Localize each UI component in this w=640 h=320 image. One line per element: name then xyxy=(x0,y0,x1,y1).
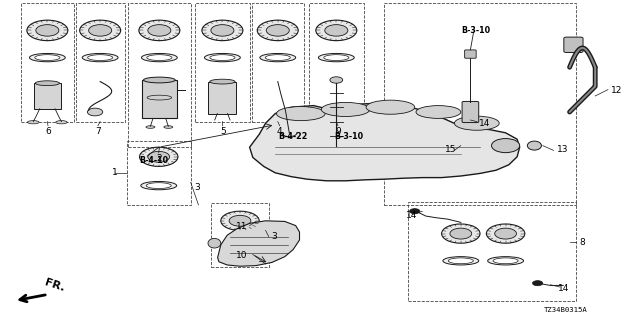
Ellipse shape xyxy=(164,126,173,128)
Ellipse shape xyxy=(260,53,296,62)
Text: FR.: FR. xyxy=(44,277,66,293)
Circle shape xyxy=(442,224,480,243)
Circle shape xyxy=(148,25,171,36)
Text: 9: 9 xyxy=(335,127,340,136)
Polygon shape xyxy=(209,82,237,114)
Circle shape xyxy=(221,211,259,230)
Circle shape xyxy=(202,20,243,41)
Circle shape xyxy=(229,215,251,226)
Text: B-3-10: B-3-10 xyxy=(334,132,364,141)
Text: 12: 12 xyxy=(611,86,623,95)
Ellipse shape xyxy=(147,55,172,60)
Circle shape xyxy=(450,228,472,239)
Polygon shape xyxy=(142,80,177,118)
Text: 2: 2 xyxy=(156,154,161,163)
Ellipse shape xyxy=(284,137,294,144)
Ellipse shape xyxy=(82,53,118,62)
Polygon shape xyxy=(218,221,300,266)
Ellipse shape xyxy=(443,257,479,265)
Ellipse shape xyxy=(454,116,499,130)
FancyBboxPatch shape xyxy=(462,101,479,123)
Ellipse shape xyxy=(222,243,258,251)
Polygon shape xyxy=(250,103,520,181)
Circle shape xyxy=(140,147,178,166)
FancyBboxPatch shape xyxy=(564,37,583,52)
Ellipse shape xyxy=(227,244,253,250)
Ellipse shape xyxy=(210,55,235,60)
Ellipse shape xyxy=(143,77,175,83)
Circle shape xyxy=(211,25,234,36)
Circle shape xyxy=(325,25,348,36)
Text: 14: 14 xyxy=(558,284,570,293)
Circle shape xyxy=(330,142,343,149)
Text: 10: 10 xyxy=(236,251,247,260)
Circle shape xyxy=(79,20,120,41)
Ellipse shape xyxy=(141,53,177,62)
Circle shape xyxy=(330,77,343,83)
Ellipse shape xyxy=(210,79,235,84)
Circle shape xyxy=(88,25,111,36)
Ellipse shape xyxy=(527,141,541,150)
Circle shape xyxy=(257,20,298,41)
Circle shape xyxy=(148,151,170,162)
Text: 6: 6 xyxy=(45,127,51,136)
Text: B-4-22: B-4-22 xyxy=(278,132,308,141)
Circle shape xyxy=(316,20,357,41)
Text: 4: 4 xyxy=(277,127,282,136)
Polygon shape xyxy=(34,83,61,109)
Ellipse shape xyxy=(35,55,60,60)
Text: 5: 5 xyxy=(220,127,225,136)
Text: B-4-10: B-4-10 xyxy=(140,156,169,165)
Text: 8: 8 xyxy=(579,238,585,247)
Ellipse shape xyxy=(324,55,349,60)
Circle shape xyxy=(36,25,59,36)
Circle shape xyxy=(486,224,525,243)
Text: B-3-10: B-3-10 xyxy=(461,26,490,35)
Ellipse shape xyxy=(141,181,177,190)
Text: 13: 13 xyxy=(557,145,568,154)
Ellipse shape xyxy=(265,55,291,60)
Text: 7: 7 xyxy=(95,127,100,136)
Ellipse shape xyxy=(493,258,518,264)
Ellipse shape xyxy=(366,100,415,114)
Ellipse shape xyxy=(416,106,461,118)
Ellipse shape xyxy=(29,53,65,62)
Ellipse shape xyxy=(88,55,113,60)
Ellipse shape xyxy=(321,102,370,116)
Text: 1: 1 xyxy=(112,168,118,177)
Text: 14: 14 xyxy=(406,211,418,220)
Ellipse shape xyxy=(208,238,221,248)
Text: 3: 3 xyxy=(271,232,277,241)
Circle shape xyxy=(532,281,543,286)
Ellipse shape xyxy=(35,81,60,86)
Ellipse shape xyxy=(146,126,155,128)
Text: 15: 15 xyxy=(445,145,457,154)
Circle shape xyxy=(410,209,420,214)
Text: TZ34B0315A: TZ34B0315A xyxy=(544,307,588,313)
Ellipse shape xyxy=(488,257,524,265)
Circle shape xyxy=(266,25,289,36)
FancyBboxPatch shape xyxy=(465,50,476,58)
Ellipse shape xyxy=(28,121,39,124)
Ellipse shape xyxy=(319,53,355,62)
Ellipse shape xyxy=(276,107,325,121)
Circle shape xyxy=(495,228,516,239)
Ellipse shape xyxy=(448,258,474,264)
Ellipse shape xyxy=(205,53,241,62)
Circle shape xyxy=(492,139,520,153)
Text: 3: 3 xyxy=(195,183,200,192)
Circle shape xyxy=(139,20,180,41)
Circle shape xyxy=(88,108,103,116)
Text: 14: 14 xyxy=(479,119,490,128)
Text: 11: 11 xyxy=(236,222,247,231)
Ellipse shape xyxy=(56,121,67,124)
Circle shape xyxy=(27,20,68,41)
Ellipse shape xyxy=(146,183,172,188)
